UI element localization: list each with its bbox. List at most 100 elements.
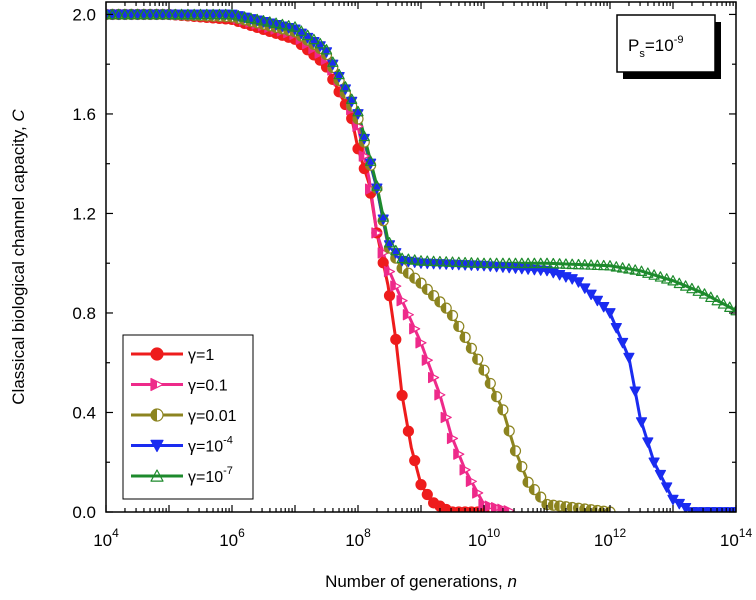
y-axis-title: Classical biological channel capacity, C (9, 109, 28, 405)
data-point (478, 257, 490, 269)
x-tick-label: 1012 (594, 526, 627, 550)
y-tick-label: 1.6 (72, 105, 96, 124)
y-axis-title-text: Classical biological channel capacity, (9, 122, 28, 405)
data-point (491, 391, 503, 403)
data-point (377, 257, 389, 269)
data-point (150, 8, 162, 20)
data-point (358, 130, 370, 142)
data-point (459, 331, 471, 343)
legend-label: γ=0.01 (188, 408, 237, 425)
data-point (320, 44, 333, 55)
data-point (409, 254, 421, 265)
legend-item: γ=0.01 (131, 408, 237, 425)
data-point (327, 56, 339, 67)
data-point (434, 255, 446, 267)
annotation-main: P (628, 36, 639, 55)
annotation-frame (616, 14, 716, 73)
data-point (415, 277, 427, 289)
data-point (157, 8, 169, 20)
data-point (377, 247, 389, 259)
data-point (541, 257, 553, 269)
annotation-sub: s (639, 48, 645, 60)
data-point (428, 255, 440, 267)
data-point (491, 502, 503, 512)
x-tick-label: 1010 (468, 526, 501, 550)
y-tick-label: 0.0 (72, 503, 96, 522)
data-point (440, 256, 452, 267)
data-point (232, 10, 244, 21)
x-axis-ticks: 104 106 108 1010 1012 1014 (93, 2, 752, 550)
x-tick-label: 108 (345, 526, 371, 550)
data-point (182, 8, 194, 20)
data-point (509, 257, 522, 269)
x-tick-label: 106 (219, 526, 245, 550)
data-point (617, 262, 629, 273)
data-point (308, 33, 320, 45)
legend-label: γ=1 (188, 347, 214, 364)
data-point (453, 448, 465, 460)
data-point (585, 289, 597, 301)
data-point (497, 257, 509, 269)
data-point (503, 425, 515, 437)
data-point (434, 389, 446, 401)
data-point (421, 354, 433, 366)
data-point (194, 8, 207, 20)
data-point (415, 337, 427, 349)
data-point (358, 150, 370, 162)
x-axis-title-text: Number of generations, (325, 572, 507, 591)
data-point (673, 277, 685, 289)
annotation-eq: =10 (645, 36, 674, 55)
y-tick-label: 2.0 (72, 5, 96, 24)
data-point (610, 261, 622, 272)
legend-label: γ=0.1 (188, 378, 228, 395)
x-axis-title-var: n (507, 572, 516, 591)
data-point (535, 257, 547, 269)
data-point (724, 301, 736, 313)
data-point (383, 265, 396, 278)
data-point (283, 20, 295, 31)
data-point (201, 8, 213, 20)
legend-item: γ=10-4 (131, 435, 233, 456)
data-point (264, 16, 276, 27)
data-point (239, 11, 251, 22)
x-axis-title: Number of generations, n (325, 572, 517, 591)
data-point (686, 282, 698, 294)
data-point (472, 353, 484, 365)
series-markers (106, 9, 736, 512)
data-point (289, 21, 301, 32)
data-point (390, 333, 402, 346)
data-point (610, 323, 622, 334)
data-point (465, 342, 477, 354)
data-point (579, 283, 591, 294)
data-point (409, 323, 421, 335)
data-point (705, 291, 717, 303)
data-point (440, 411, 452, 424)
legend-marker (150, 408, 164, 422)
data-point (711, 294, 723, 306)
data-point (226, 8, 238, 20)
data-point (371, 227, 383, 239)
data-point (176, 8, 188, 20)
data-point (213, 8, 225, 20)
data-point (440, 302, 452, 314)
data-point (623, 263, 635, 274)
data-point (421, 255, 433, 266)
data-point (365, 183, 377, 195)
annotation-box: Ps=10-9 (616, 14, 721, 79)
data-point (352, 105, 364, 117)
data-point (220, 8, 232, 20)
data-point (453, 256, 465, 268)
data-point (113, 8, 125, 20)
legend-marker (150, 377, 164, 392)
data-point (396, 252, 408, 264)
legend-items: γ=1 γ=0.1 γ=0.01 γ=10-4 γ=10-7 (131, 347, 237, 486)
y-tick-label: 0.8 (72, 304, 96, 323)
data-point (528, 257, 540, 269)
y-axis-ticks: 0.0 0.4 0.8 1.2 1.6 2.0 (72, 5, 736, 522)
data-point (409, 454, 421, 467)
legend-marker (150, 469, 164, 482)
data-point (503, 257, 515, 269)
data-point (503, 505, 515, 512)
data-point (409, 272, 421, 284)
